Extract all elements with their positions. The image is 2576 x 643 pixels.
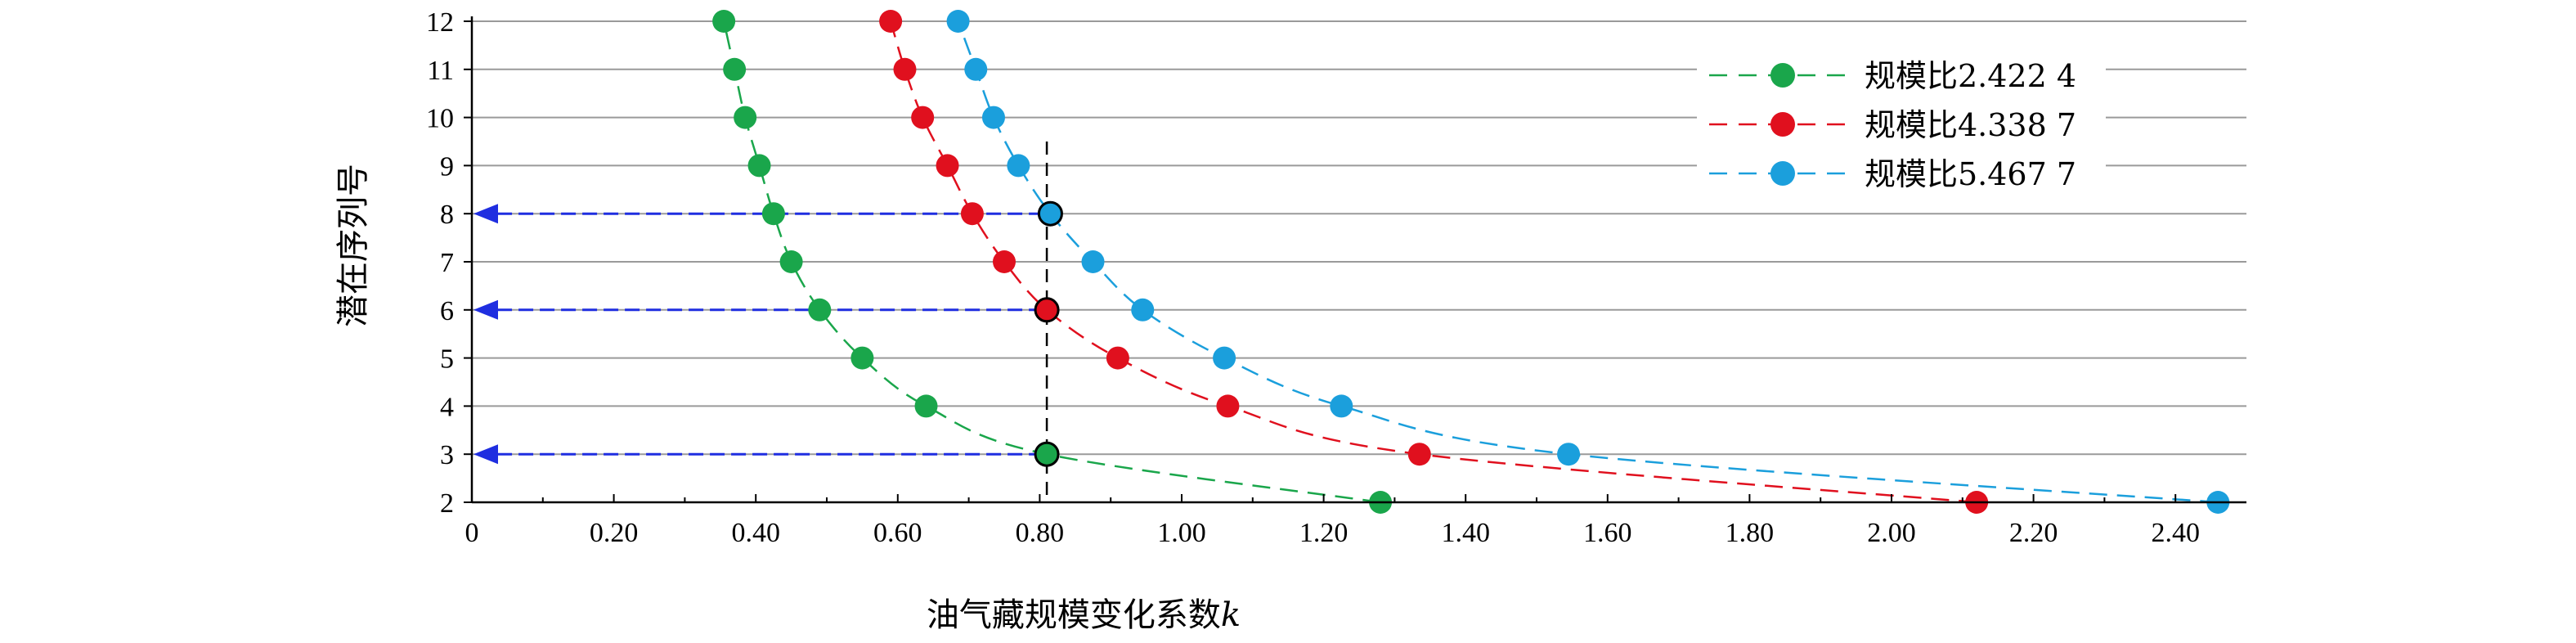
series-1-point [911, 106, 935, 129]
y-tick-label: 6 [440, 296, 454, 326]
series-2-point [1330, 394, 1353, 418]
series-0-point [723, 57, 747, 81]
y-tick-label: 3 [440, 440, 454, 470]
series-0-point [914, 394, 938, 418]
legend: 规模比2.422 4 规模比4.338 7 规模比5.467 7 [1697, 39, 2106, 209]
y-axis-title: 潜在序列号 [334, 164, 372, 327]
series-0-point [850, 346, 874, 370]
legend-label-0: 规模比2.422 4 [1865, 58, 2076, 94]
series-1-point [993, 250, 1016, 273]
legend-marker-0 [1770, 63, 1795, 88]
x-tick-label: 1.60 [1583, 518, 1632, 548]
series-2-point [1213, 346, 1236, 370]
y-tick-label: 5 [440, 344, 454, 375]
series-1-point [1216, 394, 1240, 418]
series-2-point [1037, 200, 1063, 227]
series-1-point [960, 202, 984, 226]
y-tick-label: 12 [426, 7, 454, 38]
legend-label-2: 规模比5.467 7 [1865, 156, 2076, 192]
series-2-line [957, 20, 2219, 504]
x-tick-label: 1.80 [1726, 518, 1775, 548]
series-1-point [893, 57, 917, 81]
x-axis-title: 油气藏规模变化系数k [927, 596, 1241, 634]
y-tick-label: 11 [427, 56, 454, 86]
series-2-point [981, 106, 1005, 129]
x-tick-label: 1.20 [1299, 518, 1349, 548]
legend-marker-2 [1770, 161, 1795, 186]
arrow-head-y-6 [473, 299, 498, 320]
series-2-point [1131, 298, 1155, 322]
legend-marker-1 [1770, 112, 1795, 137]
y-tick-label: 7 [440, 248, 454, 278]
legend-label-1: 规模比4.338 7 [1865, 107, 2076, 143]
series-0-point [712, 10, 736, 33]
series-1-point [1407, 443, 1431, 466]
series-2-point [1081, 250, 1105, 273]
x-tick-label: 0.60 [873, 518, 922, 548]
series-0-point [779, 250, 803, 273]
arrow-head-y-3 [473, 444, 498, 465]
x-tick-label: 1.00 [1157, 518, 1206, 548]
x-tick-label: 0.40 [731, 518, 780, 548]
y-tick-label: 10 [426, 104, 454, 134]
series-2-point [1007, 154, 1030, 178]
x-tick-label: 2.40 [2151, 518, 2200, 548]
y-tick-label: 4 [440, 392, 454, 422]
x-tick-label: 0.80 [1016, 518, 1065, 548]
series-0-point [808, 298, 832, 322]
x-tick-label: 2.00 [1867, 518, 1916, 548]
x-tick-label: 1.40 [1441, 518, 1490, 548]
series-0-point [734, 106, 757, 129]
series-1-point [1106, 346, 1129, 370]
series-1-point [936, 154, 959, 178]
x-tick-label: 2.20 [2009, 518, 2058, 548]
series-2-point [1557, 443, 1581, 466]
series-group [712, 10, 2230, 514]
y-tick-label: 9 [440, 151, 454, 182]
x-axis-title-var: k [1221, 596, 1241, 634]
series-0-point [1034, 441, 1060, 467]
arrow-head-y-8 [473, 204, 498, 224]
x-tick-label: 0.20 [590, 518, 639, 548]
series-1-point [879, 10, 903, 33]
y-tick-label: 8 [440, 200, 454, 230]
series-1-point [1034, 297, 1060, 323]
y-tick-label: 2 [440, 488, 454, 519]
series-2-point [964, 57, 988, 81]
x-tick-label: 0 [465, 518, 479, 548]
series-0-point [747, 154, 771, 178]
legend-box [1697, 39, 2106, 209]
x-axis-title-text: 油气藏规模变化系数 [927, 596, 1221, 634]
series-2-point [946, 10, 970, 33]
axes: 2 3 4 5 6 7 8 9 10 11 12 0 0.20 0.40 0.60 0.80 1.00 1.20 1… [426, 7, 2246, 548]
series-0-point [761, 202, 785, 226]
series-1-line [889, 20, 1977, 504]
